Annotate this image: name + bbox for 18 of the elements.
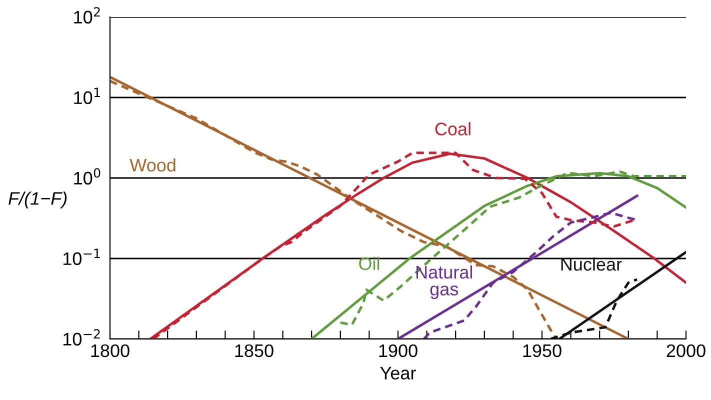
x-tick-label: 1950 [523, 344, 562, 358]
series-label: Oil [359, 256, 380, 270]
line-series [310, 172, 686, 339]
x-axis-title: Year [380, 366, 416, 380]
text: Wood [130, 158, 176, 172]
x-tick-label: 1800 [91, 344, 130, 358]
x-tick-label: 2000 [666, 344, 706, 358]
y-tick-label: 10$^{0}$ [74, 168, 100, 185]
y-tick-label: 10$^{1}$ [74, 88, 100, 104]
y-tick-label: 10$^{2}$ [74, 7, 100, 24]
series-label: Nuclear [561, 257, 622, 271]
y-axis-title: F/(1−F) [8, 192, 67, 208]
y-tick-label: 10$^{−2}$ [64, 329, 100, 346]
series-label: Coal [435, 122, 470, 136]
series-label: Natural gas [416, 265, 472, 300]
x-tick-label: 1900 [379, 344, 418, 358]
y-tick-label: 10$^{−1}$ [64, 248, 100, 266]
x-tick-label: 1850 [235, 344, 274, 358]
